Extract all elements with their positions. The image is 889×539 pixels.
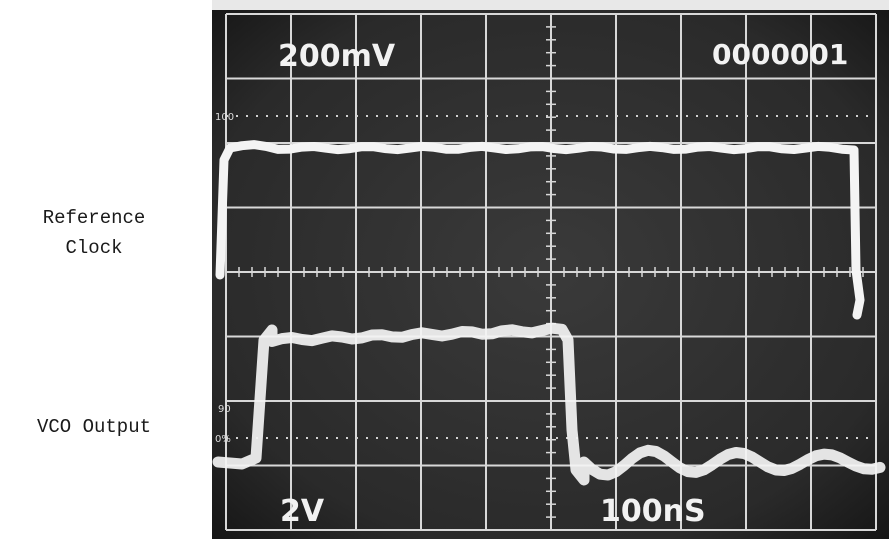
marker-100: 100	[215, 112, 234, 123]
reference-clock-label: Reference Clock	[42, 207, 146, 259]
marker-90: 90	[218, 404, 231, 415]
counter-readout: 0000001	[712, 38, 848, 71]
ch1-scale-readout: 200mV	[278, 39, 396, 74]
oscilloscope-screen: 200mV 0000001 2V 100nS 100 90 0%	[212, 0, 889, 539]
timebase-readout: 100nS	[600, 494, 706, 529]
marker-0-pct: 0%	[215, 434, 231, 445]
graticule-minor-ticks	[225, 13, 877, 531]
vco-output-trace	[212, 322, 886, 486]
ch2-scale-readout: 2V	[280, 494, 325, 529]
top-bezel	[212, 0, 889, 10]
reference-clock-trace	[215, 140, 865, 320]
oscilloscope-display: 200mV 0000001 2V 100nS 100 90 0%	[212, 0, 889, 539]
graticule-dotted-lines	[226, 115, 876, 439]
vco-output-label: VCO Output	[36, 416, 152, 438]
